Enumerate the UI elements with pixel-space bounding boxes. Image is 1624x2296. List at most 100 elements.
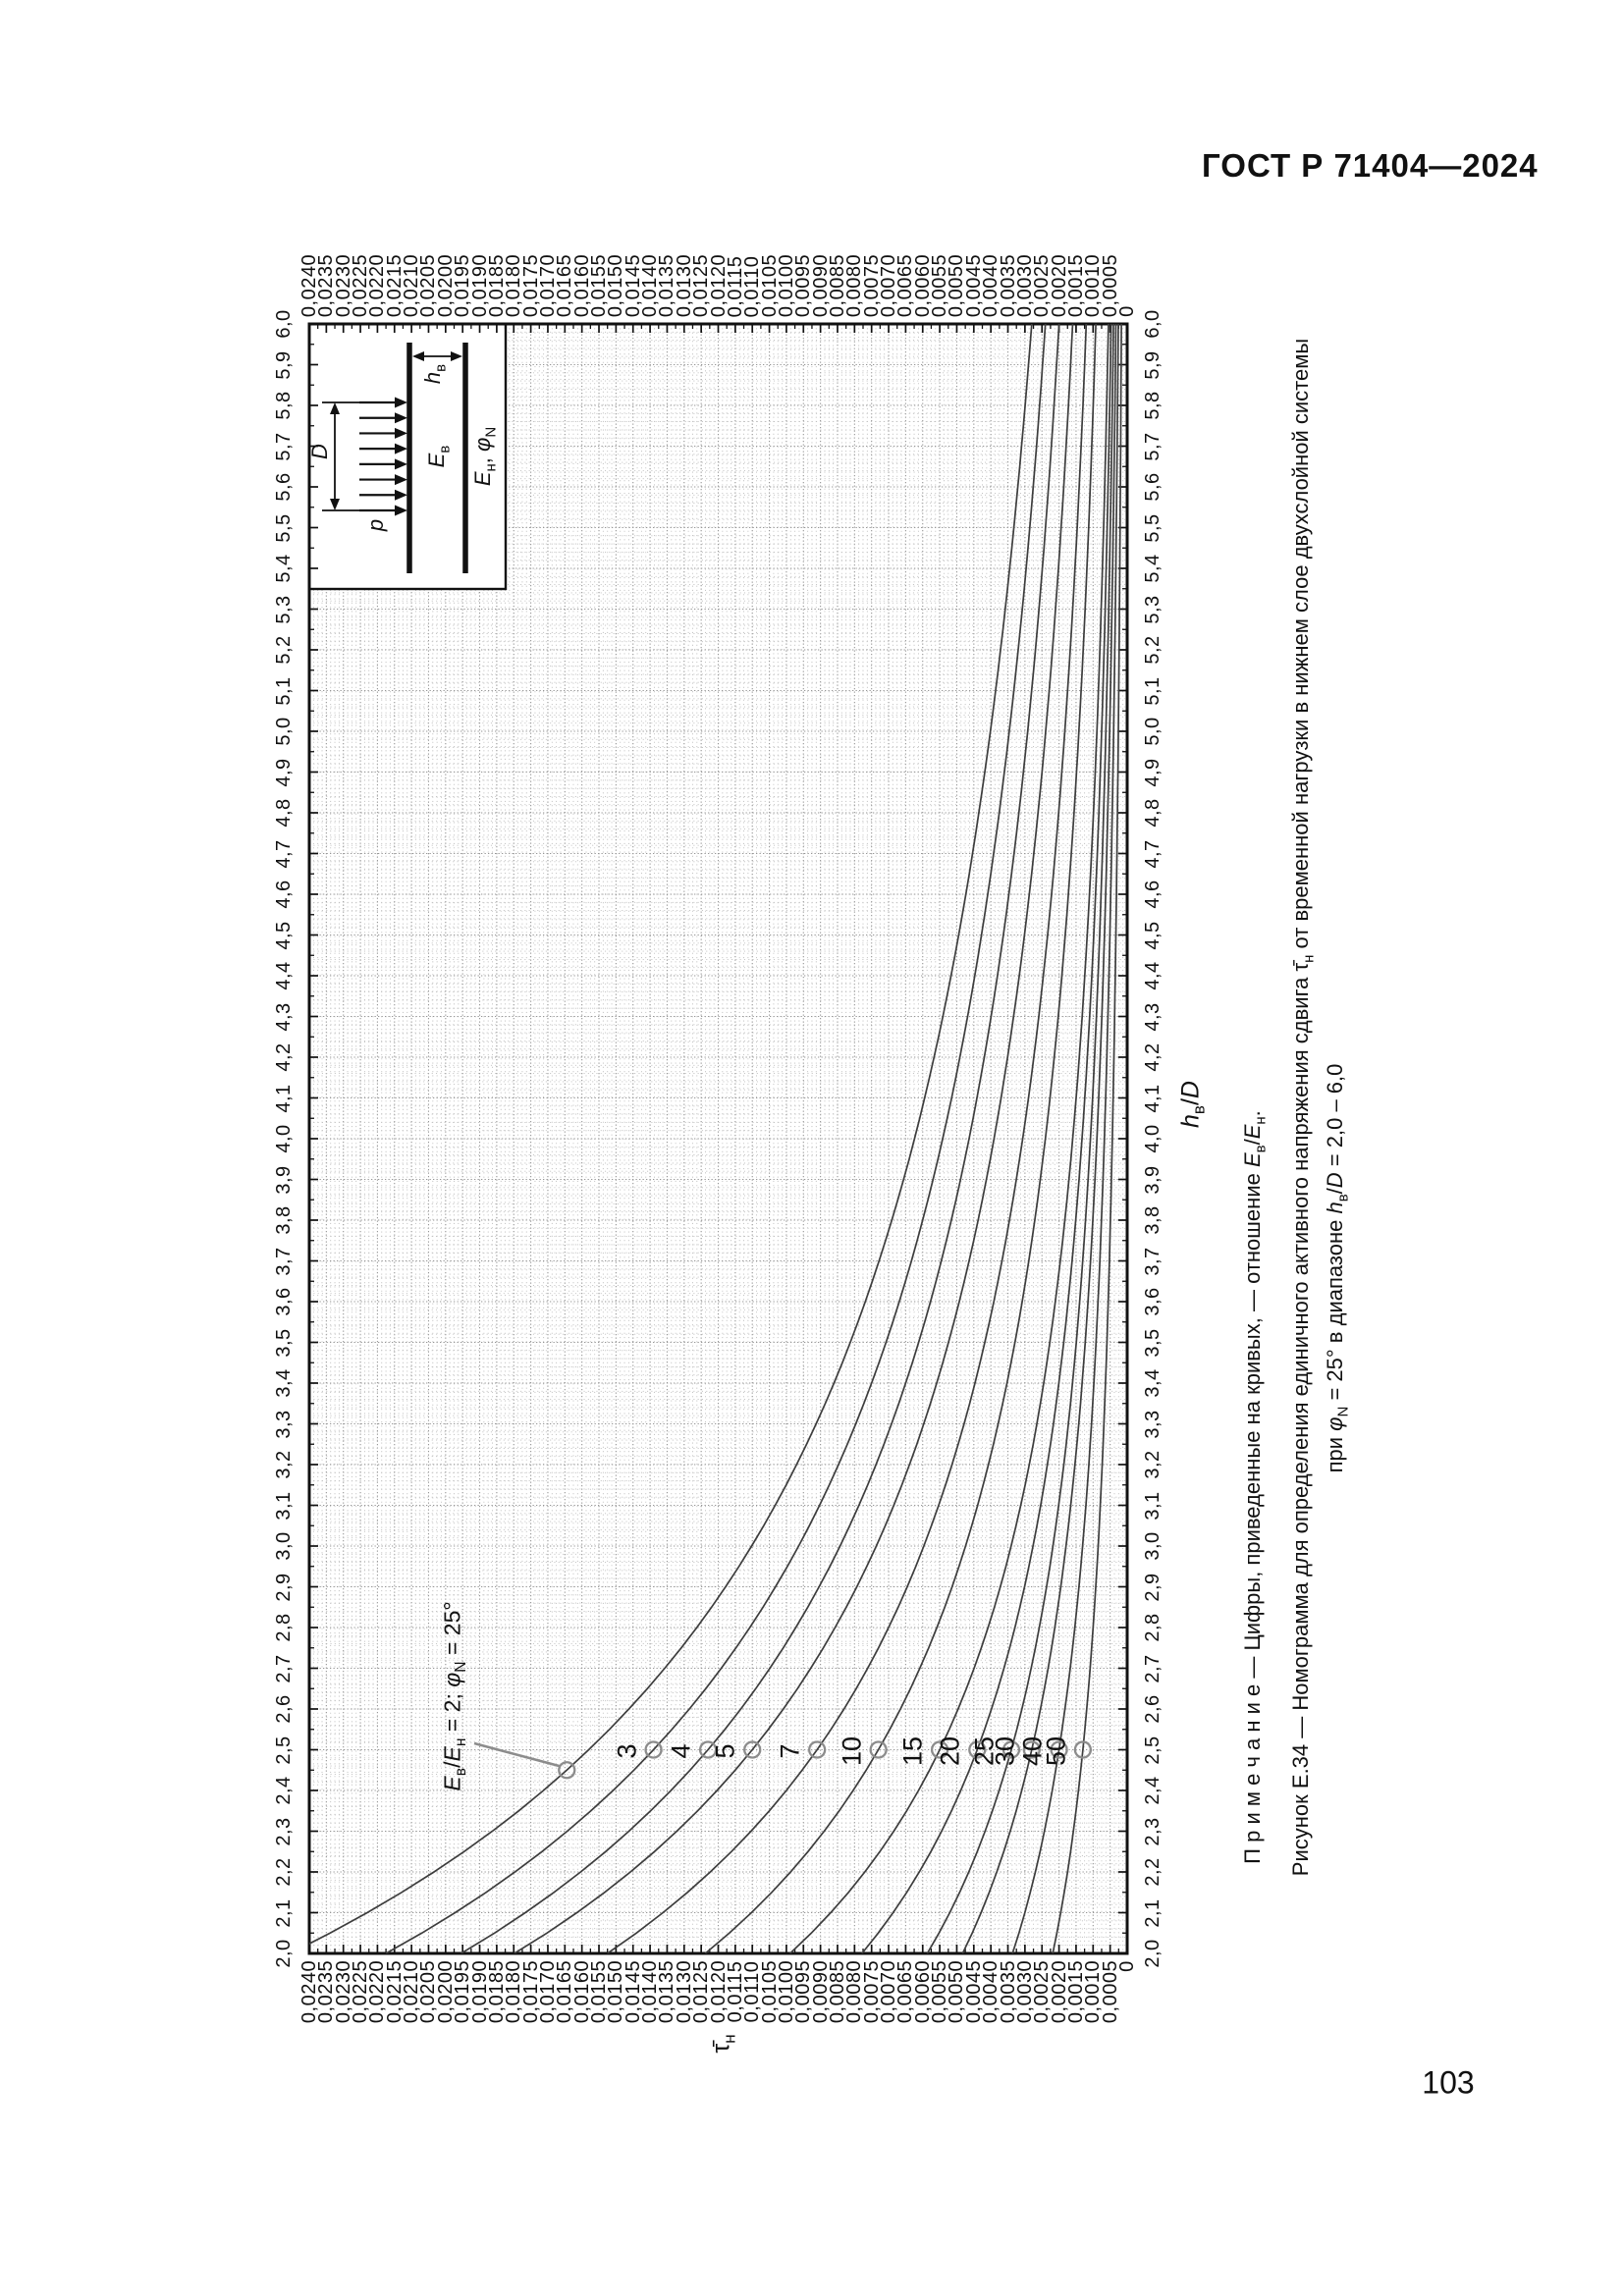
h-tick-label-right: 2,2 bbox=[1142, 1857, 1164, 1887]
h-tick-label-right: 5,8 bbox=[1142, 391, 1164, 420]
h-tick-label-right: 5,9 bbox=[1142, 349, 1164, 380]
h-tick-label-left: 2,3 bbox=[273, 1816, 295, 1846]
h-tick-label-right: 5,6 bbox=[1142, 472, 1164, 502]
annotation-leader bbox=[473, 1741, 561, 1768]
figure-caption-line-1: Рисунок Е.34 — Номограмма для определени… bbox=[1288, 338, 1318, 1877]
axis-title-h: hв/D bbox=[1176, 1081, 1209, 1128]
curve-label-5: 5 bbox=[710, 1742, 740, 1759]
h-tick-label-right: 4,8 bbox=[1142, 798, 1164, 828]
h-tick-label-left: 6,0 bbox=[273, 309, 295, 339]
h-tick-label-right: 4,1 bbox=[1142, 1083, 1164, 1113]
h-tick-label-left: 2,9 bbox=[273, 1572, 295, 1602]
h-tick-label-right: 4,6 bbox=[1142, 880, 1164, 909]
h-tick-label-right: 4,7 bbox=[1142, 838, 1164, 869]
h-tick-label-left: 2,1 bbox=[273, 1897, 295, 1928]
inset-lower-layer-label: Eн, φN bbox=[470, 426, 500, 487]
h-tick-label-right: 3,6 bbox=[1142, 1287, 1164, 1316]
h-tick-label-left: 2,4 bbox=[273, 1776, 295, 1805]
h-tick-label-right: 4,5 bbox=[1142, 920, 1164, 950]
h-tick-label-right: 2,6 bbox=[1142, 1694, 1164, 1724]
h-tick-label-left: 5,3 bbox=[273, 594, 295, 624]
h-tick-label-left: 4,5 bbox=[273, 920, 295, 950]
inset-upper-thickness-label: hв bbox=[420, 363, 450, 385]
curve-label-30: 30 bbox=[990, 1735, 1020, 1766]
h-tick-label-left: 2,8 bbox=[273, 1613, 295, 1642]
h-tick-label-right: 4,9 bbox=[1142, 757, 1164, 787]
h-tick-label-left: 5,1 bbox=[273, 675, 295, 706]
h-tick-label-right: 2,3 bbox=[1142, 1816, 1164, 1846]
curve-label-15: 15 bbox=[897, 1735, 928, 1766]
h-tick-label-right: 4,0 bbox=[1142, 1124, 1164, 1153]
h-tick-label-right: 4,4 bbox=[1142, 961, 1164, 990]
figure-note: П р и м е ч а н и е — Цифры, приведенные… bbox=[1240, 1110, 1270, 1864]
h-tick-label-left: 3,0 bbox=[273, 1531, 295, 1561]
h-tick-label-right: 2,4 bbox=[1142, 1776, 1164, 1805]
h-tick-label-left: 3,6 bbox=[273, 1287, 295, 1316]
h-tick-label-left: 4,6 bbox=[273, 880, 295, 909]
h-tick-label-right: 5,3 bbox=[1142, 594, 1164, 624]
h-tick-label-left: 5,9 bbox=[273, 349, 295, 380]
h-tick-label-left: 4,8 bbox=[273, 798, 295, 828]
annotation-ratio-2: Eв/Eн = 2; φN = 25° bbox=[439, 1601, 470, 1791]
h-tick-label-left: 4,1 bbox=[273, 1083, 295, 1113]
curves bbox=[309, 324, 1122, 1953]
h-tick-label-right: 3,0 bbox=[1142, 1531, 1164, 1561]
h-tick-label-right: 3,1 bbox=[1142, 1490, 1164, 1521]
plot-frame bbox=[307, 322, 1129, 1955]
h-tick-label-right: 2,1 bbox=[1142, 1897, 1164, 1928]
h-tick-label-right: 5,1 bbox=[1142, 675, 1164, 706]
curve-label-50: 50 bbox=[1041, 1735, 1071, 1766]
h-tick-label-left: 3,4 bbox=[273, 1368, 295, 1398]
grid bbox=[309, 324, 1127, 1953]
h-tick-label-left: 5,7 bbox=[273, 431, 295, 461]
curve-label-20: 20 bbox=[935, 1735, 965, 1766]
h-tick-label-left: 5,0 bbox=[273, 717, 295, 746]
h-tick-label-left: 4,0 bbox=[273, 1124, 295, 1153]
tau-tick-label-top: 0 bbox=[1116, 305, 1138, 317]
h-tick-label-left: 4,3 bbox=[273, 1001, 295, 1032]
h-tick-label-left: 3,8 bbox=[273, 1205, 295, 1235]
curve-label-3: 3 bbox=[612, 1742, 642, 1759]
h-tick-label-left: 3,5 bbox=[273, 1327, 295, 1358]
inset-load-label: p bbox=[363, 518, 388, 532]
curve-markers bbox=[558, 1740, 1093, 1780]
h-tick-label-left: 5,4 bbox=[273, 554, 295, 583]
h-tick-label-left: 4,9 bbox=[273, 757, 295, 787]
page-number: 103 bbox=[1422, 2064, 1475, 2101]
h-tick-label-right: 4,2 bbox=[1142, 1042, 1164, 1072]
h-tick-label-right: 3,8 bbox=[1142, 1205, 1164, 1235]
h-tick-label-right: 3,3 bbox=[1142, 1409, 1164, 1439]
inset-scheme bbox=[307, 322, 508, 591]
h-tick-label-right: 2,7 bbox=[1142, 1653, 1164, 1683]
h-tick-label-right: 2,0 bbox=[1142, 1939, 1164, 1968]
h-tick-label-left: 4,2 bbox=[273, 1042, 295, 1072]
figure-caption-line-2: при φN = 25° в диапазоне hв/D = 2,0 – 6,… bbox=[1323, 1063, 1352, 1473]
h-tick-label-right: 3,9 bbox=[1142, 1164, 1164, 1195]
h-tick-label-left: 3,9 bbox=[273, 1164, 295, 1195]
curve-label-7: 7 bbox=[775, 1742, 805, 1759]
inset-upper-layer-label: Eв bbox=[424, 445, 454, 468]
h-tick-label-left: 2,7 bbox=[273, 1653, 295, 1683]
h-tick-label-right: 2,9 bbox=[1142, 1572, 1164, 1602]
h-tick-label-left: 3,2 bbox=[273, 1450, 295, 1479]
h-tick-label-right: 4,3 bbox=[1142, 1001, 1164, 1032]
h-tick-label-right: 3,7 bbox=[1142, 1246, 1164, 1276]
curve-label-4: 4 bbox=[666, 1742, 696, 1759]
h-tick-label-left: 4,7 bbox=[273, 838, 295, 869]
h-tick-label-left: 3,1 bbox=[273, 1490, 295, 1521]
h-tick-label-right: 5,5 bbox=[1142, 512, 1164, 543]
h-tick-label-left: 5,2 bbox=[273, 635, 295, 665]
h-tick-label-right: 6,0 bbox=[1142, 309, 1164, 339]
h-tick-label-right: 3,4 bbox=[1142, 1368, 1164, 1398]
h-tick-label-left: 3,7 bbox=[273, 1246, 295, 1276]
h-tick-label-right: 2,8 bbox=[1142, 1613, 1164, 1642]
h-tick-label-left: 2,0 bbox=[273, 1939, 295, 1968]
h-tick-label-left: 5,5 bbox=[273, 512, 295, 543]
h-tick-label-right: 2,5 bbox=[1142, 1735, 1164, 1765]
h-tick-label-left: 2,5 bbox=[273, 1735, 295, 1765]
tau-tick-label-bottom: 0 bbox=[1116, 1960, 1138, 1972]
h-tick-label-left: 5,8 bbox=[273, 391, 295, 420]
h-tick-label-left: 2,6 bbox=[273, 1694, 295, 1724]
